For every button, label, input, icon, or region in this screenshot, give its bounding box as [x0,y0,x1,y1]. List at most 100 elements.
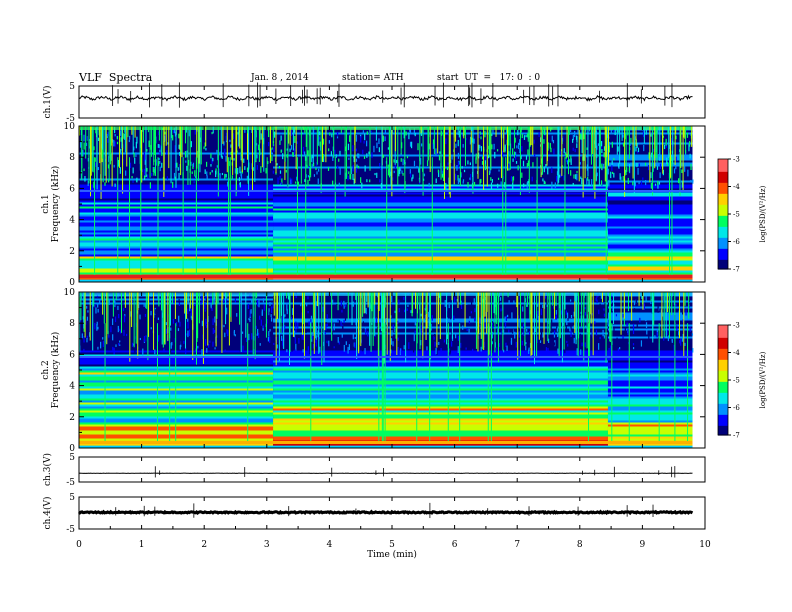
spectrogram-noise-cell [348,171,350,175]
colorbar-segment [718,215,728,219]
spectrogram-noise-cell [336,303,338,308]
spectrogram-noise-cell [566,160,569,165]
spectrogram-band [273,206,608,209]
colorbar-label: log(PSD/(V²/Hz) [759,185,767,242]
colorbar-segment [718,208,728,211]
spectrogram-noise-cell [688,297,690,302]
spectrogram-noise-cell [253,315,255,320]
spectrogram-noise-cell [397,320,399,324]
spectrogram-noise-cell [132,167,134,174]
spectrogram-noise-cell [510,337,513,345]
spectrogram-noise-cell [349,135,351,142]
spectrogram-noise-cell [210,297,212,304]
spectrogram-noise-cell [479,131,481,135]
spectrogram-noise-cell [315,167,317,171]
spectrogram-noise-cell [306,302,308,307]
spectrogram-band [607,436,693,439]
spectrogram-noise-cell [206,171,208,176]
spectrogram-noise-cell [286,148,288,151]
spectrogram-noise-cell [542,178,544,182]
spectrogram-noise-cell [689,326,691,332]
spectrogram-noise-cell [157,144,159,148]
spectrogram-band [273,194,608,197]
spectrogram-noise-cell [347,346,349,354]
spectrogram-noise-cell [613,158,615,161]
spectrogram-band [607,300,693,303]
spectrogram-noise-cell [417,143,419,151]
spectrogram-noise-cell [382,135,384,142]
spectrogram-noise-cell [319,346,321,353]
spectrogram-noise-cell [94,157,96,162]
spectrogram-noise-cell [525,345,527,351]
spectrogram-noise-cell [313,174,316,177]
spectrogram-band [607,418,693,421]
spectrogram-noise-cell [392,324,394,329]
spectrogram-noise-cell [514,331,516,339]
spectrogram-noise-cell [139,337,141,341]
colorbar-tick-label: -6 [733,404,740,412]
spectrogram-noise-cell [353,155,355,163]
spectrogram-noise-cell [158,157,160,161]
spectrogram-band [273,438,608,441]
spectrogram-noise-cell [432,139,435,144]
spectrogram-noise-cell [309,347,311,355]
spectrogram-noise-cell [479,317,481,324]
spectrogram-noise-cell [474,317,476,322]
spectrogram-noise-cell [628,167,631,172]
spectrogram-noise-cell [205,148,207,151]
spectrogram-noise-cell [186,165,188,171]
spectrogram-noise-cell [525,342,527,345]
spectrogram-noise-cell [189,304,191,312]
spectrogram-band [607,230,693,233]
spectrogram-noise-cell [537,301,539,304]
colorbar-segment [718,374,728,377]
spectrogram-band [273,246,608,249]
spectrogram-noise-cell [125,170,127,176]
spectrogram-noise-cell [508,300,510,304]
spectrogram-noise-cell [455,143,457,148]
spectrogram-noise-cell [456,165,458,171]
spectrogram-noise-cell [572,305,574,310]
spectrogram-noise-cell [457,335,460,341]
spectrogram-band [273,344,608,347]
colorbar-segment [718,232,728,235]
spectrogram-noise-cell [398,299,400,305]
spectrogram-band [273,426,608,429]
spectrogram-noise-cell [645,315,647,322]
spectrogram-noise-cell [584,312,587,316]
spectrogram-noise-cell [536,315,539,321]
spectrogram-noise-cell [475,157,477,164]
spectrogram-noise-cell [622,134,624,138]
spectrogram-band [79,254,274,257]
spectrogram-noise-cell [262,340,264,347]
y-tick-label: 5 [69,493,75,503]
spectrogram-noise-cell [319,131,321,135]
spectrogram-band [273,366,608,369]
spectrogram-noise-cell [326,343,328,351]
spectrogram-noise-cell [289,177,291,185]
spectrogram-band [273,412,608,415]
spectrogram-noise-cell [295,308,297,313]
colorbar-segment [718,160,728,164]
spectrogram-noise-cell [157,296,159,300]
spectrogram-noise-cell [379,179,381,183]
spectrogram-noise-cell [377,305,379,310]
spectrogram-noise-cell [122,301,124,305]
spectrogram-noise-cell [115,344,117,347]
spectrogram-band [273,254,608,257]
spectrogram-noise-cell [256,154,258,159]
spectrogram-noise-cell [426,160,429,167]
spectrogram-noise-cell [691,333,694,336]
spectrogram-band [607,234,693,237]
spectrogram-noise-cell [439,151,441,154]
spectrogram-noise-cell [457,161,459,168]
spectrogram-noise-cell [690,180,692,183]
spectrogram-noise-cell [363,140,365,144]
spectrogram-noise-cell [216,149,218,155]
spectrogram-noise-cell [506,345,508,351]
spectrogram-noise-cell [435,347,437,355]
spectrogram-noise-cell [208,343,210,348]
spectrogram-band [607,350,693,353]
spectrogram-noise-cell [81,333,83,339]
spectrogram-noise-cell [613,326,615,332]
